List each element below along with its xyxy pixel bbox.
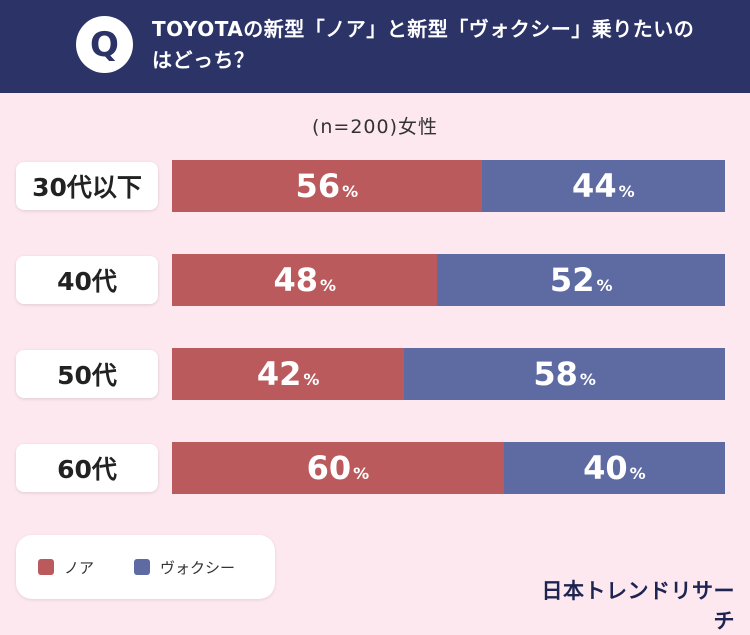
- bar-segment: 44%: [481, 160, 725, 212]
- data-label: 42: [256, 355, 302, 393]
- data-label-unit: %: [618, 181, 635, 201]
- data-label-unit: %: [579, 369, 596, 389]
- legend-swatch-voxy: [134, 559, 150, 575]
- legend-item-voxy: ヴォクシー: [134, 535, 235, 599]
- row-label: 30代以下: [16, 162, 158, 210]
- bar-segment: 58%: [404, 348, 725, 400]
- data-label-unit: %: [319, 275, 336, 295]
- bar-segment: 56%: [172, 160, 482, 212]
- header: Q TOYOTAの新型「ノア」と新型「ヴォクシー」乗りたいのはどっち？: [0, 0, 750, 93]
- data-label-unit: %: [596, 275, 613, 295]
- bar-row: 60% 40%: [172, 442, 725, 494]
- data-label: 40: [583, 449, 628, 487]
- bar-row: 56% 44%: [172, 160, 725, 212]
- legend-label-voxy: ヴォクシー: [160, 558, 236, 577]
- bar-segment: 42%: [172, 348, 405, 400]
- data-label: 58: [533, 355, 578, 393]
- chart-subtitle: (n=200)女性: [311, 116, 439, 138]
- data-label: 44: [572, 167, 617, 205]
- data-label: 48: [273, 261, 318, 299]
- row-label: 50代: [16, 350, 158, 398]
- data-label-unit: %: [353, 463, 370, 483]
- data-label: 52: [549, 261, 595, 299]
- data-label-unit: %: [629, 463, 646, 483]
- bar-segment: 48%: [172, 254, 438, 306]
- data-label: 60: [306, 449, 352, 487]
- row-label: 40代: [16, 256, 158, 304]
- question-badge-icon: Q: [76, 16, 133, 73]
- chart-title: TOYOTAの新型「ノア」と新型「ヴォクシー」乗りたいのはどっち？: [152, 17, 695, 72]
- legend-label-noah: ノア: [64, 558, 95, 577]
- row-label: 60代: [16, 444, 158, 492]
- bar-row: 48% 52%: [172, 254, 725, 306]
- data-label-unit: %: [303, 369, 320, 389]
- bar-segment: 52%: [437, 254, 725, 306]
- brand-logo: 日本トレンドリサーチ: [541, 579, 735, 633]
- data-label: 56: [295, 167, 341, 205]
- bar-row: 42% 58%: [172, 348, 725, 400]
- bar-segment: 60%: [172, 442, 504, 494]
- legend: ノア ヴォクシー: [16, 535, 275, 599]
- bar-segment: 40%: [503, 442, 725, 494]
- data-label-unit: %: [342, 181, 359, 201]
- legend-item-noah: ノア: [38, 535, 94, 599]
- legend-swatch-noah: [38, 559, 54, 575]
